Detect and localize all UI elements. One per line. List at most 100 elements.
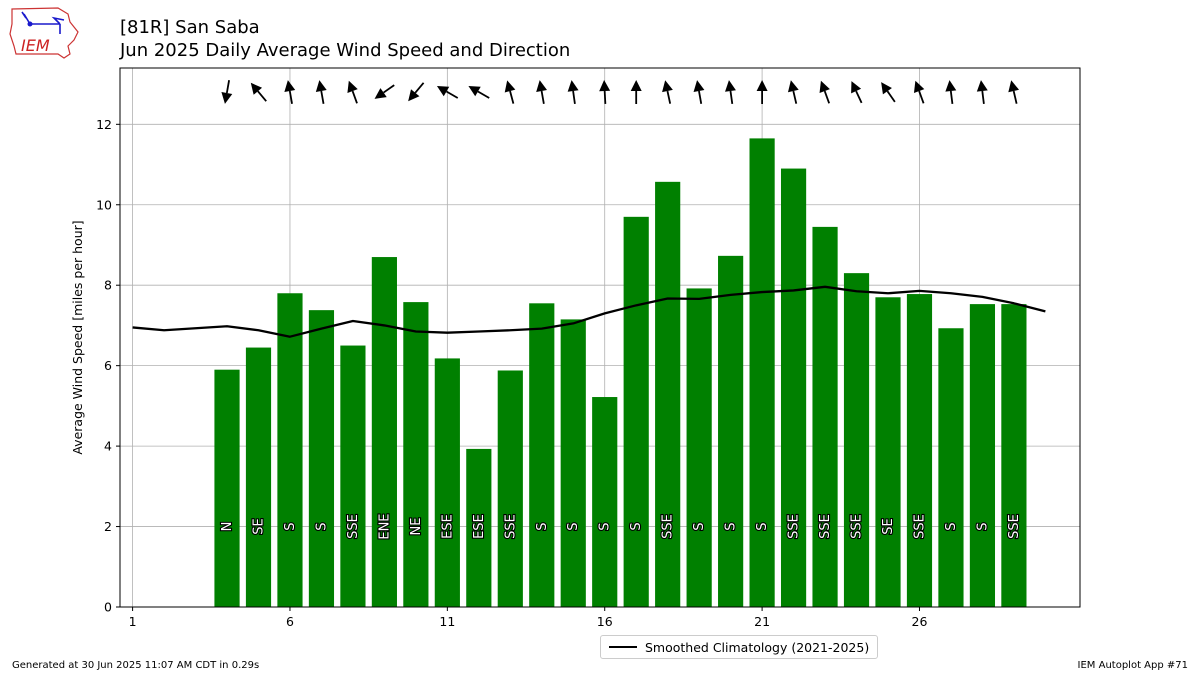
direction-label: SSE: [661, 514, 676, 539]
wind-arrow-head: [536, 80, 548, 92]
wind-arrow-head: [221, 92, 233, 104]
wind-arrow-head: [347, 80, 358, 93]
bar-day-19: [686, 288, 712, 607]
bar-day-21: [749, 138, 775, 607]
chart-title: [81R] San Saba: [120, 17, 260, 38]
wind-arrow-head: [756, 80, 768, 91]
direction-labels: N SE S S SSE ENE NE ESE ESE SSE S S S S SSE S S S SSE SSE SS…: [219, 512, 1023, 540]
iem-logo: IEM: [9, 7, 79, 59]
x-tick-label: 26: [912, 614, 928, 629]
wind-arrow-shaft: [288, 90, 293, 104]
wind-arrow-shaft: [225, 80, 230, 94]
bars: [214, 138, 1027, 608]
wind-arrow-head: [504, 80, 516, 93]
wind-arrow-shaft: [729, 90, 734, 105]
direction-label: NE: [409, 518, 424, 536]
wind-arrow-head: [662, 80, 673, 93]
bar-day-9: [371, 257, 397, 607]
bar-day-28: [969, 304, 996, 607]
direction-label: ESE: [472, 514, 487, 539]
direction-label: S: [944, 522, 959, 530]
direction-label: S: [724, 522, 739, 530]
bar-day-16: [592, 397, 618, 607]
wind-arrow-head: [630, 80, 642, 91]
bar-day-7: [308, 310, 335, 607]
wind-arrow-shaft: [1012, 90, 1018, 104]
bar-day-27: [938, 328, 964, 607]
x-tick-label: 21: [754, 614, 770, 629]
wind-arrow-shaft: [257, 90, 267, 102]
wind-arrow-shaft: [446, 90, 459, 99]
direction-label: S: [692, 522, 707, 530]
bar-day-4: [214, 369, 240, 607]
bar-day-5: [245, 347, 272, 607]
bar-day-12: [466, 448, 492, 607]
y-tick-label: 10: [96, 197, 112, 212]
wind-arrow-head: [787, 80, 799, 93]
bar-day-23: [812, 226, 838, 607]
wind-arrow-head: [693, 80, 705, 92]
y-tick-label: 0: [104, 600, 112, 615]
bar-day-6: [277, 293, 303, 607]
wind-arrow-head: [819, 80, 830, 93]
wind-arrow-shaft: [792, 90, 798, 104]
chart-subtitle: Jun 2025 Daily Average Wind Speed and Di…: [120, 40, 571, 61]
direction-label: SSE: [787, 514, 802, 539]
direction-label: S: [535, 522, 550, 530]
direction-label: SSE: [1007, 514, 1022, 539]
climatology-line: [132, 285, 1046, 338]
wind-arrow-shaft: [351, 90, 358, 104]
x-tick-label: 11: [439, 614, 455, 629]
station-model-icon: [21, 11, 65, 34]
y-tick-label: 8: [104, 278, 112, 293]
plot-frame: [119, 67, 1081, 608]
state-outline: [9, 7, 79, 59]
direction-label: ESE: [440, 514, 455, 539]
direction-arrows: [221, 80, 1020, 105]
wind-arrow-head: [567, 80, 579, 92]
wind-arrow-shaft: [383, 84, 395, 94]
bar-day-29: [1001, 304, 1027, 607]
legend: Smoothed Climatology (2021-2025): [600, 635, 879, 659]
wind-arrow-head: [725, 80, 736, 92]
wind-arrow-shaft: [414, 82, 425, 94]
y-axis-label: Average Wind Speed [miles per hour]: [70, 220, 85, 454]
wind-arrow-shaft: [918, 90, 925, 104]
wind-arrow-shaft: [572, 90, 576, 105]
wind-arrow-head: [468, 86, 481, 97]
wind-arrow-shaft: [603, 90, 607, 105]
direction-label: SE: [881, 518, 896, 534]
bar-day-24: [843, 273, 870, 607]
bar-day-13: [497, 370, 523, 607]
y-tick-label: 4: [104, 439, 112, 454]
wind-arrow-shaft: [540, 90, 545, 104]
y-tick-label: 2: [104, 519, 112, 534]
wind-arrow-head: [374, 88, 387, 99]
direction-label: SSE: [818, 514, 833, 539]
bar-day-26: [906, 294, 933, 607]
wind-arrow-head: [976, 80, 988, 92]
direction-label: SE: [251, 518, 266, 534]
direction-label: S: [629, 522, 644, 530]
wind-arrow-head: [250, 82, 263, 95]
direction-label: S: [755, 522, 770, 530]
bar-day-18: [655, 181, 681, 607]
app-credit: IEM Autoplot App #71: [1077, 660, 1188, 671]
direction-label: SSE: [346, 514, 361, 539]
direction-label: S: [598, 522, 613, 530]
wind-arrow-head: [913, 80, 925, 93]
direction-label: S: [283, 522, 298, 530]
direction-label: SSE: [503, 514, 518, 539]
wind-arrow-shaft: [823, 90, 830, 104]
x-tick-label: 16: [597, 614, 613, 629]
wind-arrow-head: [284, 80, 296, 92]
bar-day-22: [780, 168, 807, 608]
bar-day-20: [718, 255, 744, 607]
x-tick-label: 1: [129, 614, 137, 629]
y-tick-label: 12: [96, 117, 112, 132]
bar-day-11: [434, 358, 460, 607]
legend-line-swatch: [609, 645, 637, 649]
wind-arrow-head: [881, 82, 892, 95]
